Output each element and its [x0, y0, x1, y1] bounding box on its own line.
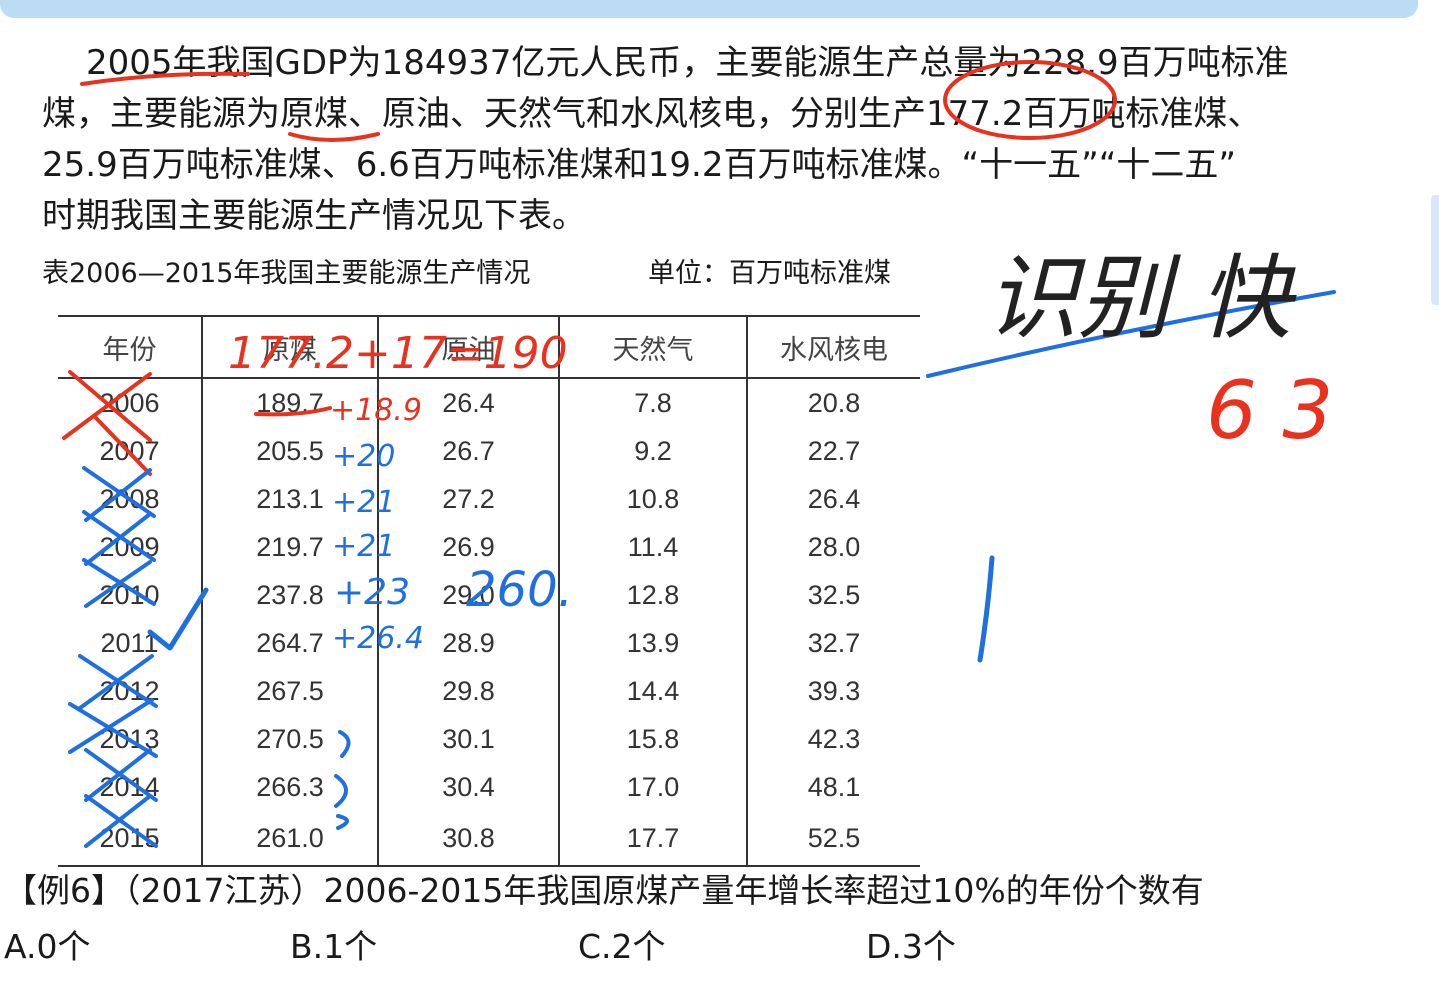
cell-year: 2013 — [58, 715, 203, 763]
table-body: 2006 189.7 26.4 7.8 20.8 2007 205.5 26.7 9.2 22.7… — [58, 378, 920, 867]
header-hydro-wind-nuclear: 水风核电 — [747, 315, 920, 379]
table-caption: 表2006—2015年我国主要能源生产情况 单位：百万吨标准煤 — [42, 254, 942, 294]
cell-gas: 11.4 — [559, 523, 748, 571]
cell-year: 2008 — [58, 475, 203, 523]
cell-oil: 26.9 — [378, 523, 560, 571]
cell-gas: 17.0 — [559, 763, 748, 811]
cell-hydro: 52.5 — [747, 811, 920, 867]
cell-year: 2007 — [58, 427, 203, 475]
cell-hydro: 28.0 — [807, 531, 861, 562]
table-row: 2013 270.5 30.1 15.8 42.3 — [58, 715, 920, 763]
table-row: 2009 219.7 26.9 11.4 28.0 — [58, 523, 920, 571]
cell-oil: 30.4 — [378, 763, 560, 811]
paragraph-line-4: 时期我国主要能源生产情况见下表。 — [42, 196, 586, 236]
header-gas: 天然气 — [559, 315, 748, 379]
cell-hydro: 26.4 — [807, 483, 861, 514]
cell-hydro: 22.7 — [807, 435, 861, 466]
energy-table: 年份 原煤 原油 天然气 水风核电 2006 189.7 26.4 7.8 20.8 20… — [58, 315, 920, 867]
cell-coal: 213.1 — [202, 475, 379, 523]
header-year: 年份 — [58, 315, 203, 379]
top-banner — [0, 0, 1418, 18]
paragraph-line-3: 25.9百万吨标准煤、6.6百万吨标准煤和19.2百万吨标准煤。“十一五”“十二… — [42, 145, 1236, 185]
header-coal: 原煤 — [202, 315, 379, 379]
cell-hydro: 32.5 — [807, 579, 861, 610]
cell-gas: 15.8 — [559, 715, 748, 763]
header-oil: 原油 — [378, 315, 560, 379]
cell-coal: 267.5 — [202, 667, 379, 715]
table-unit: 单位：百万吨标准煤 — [648, 258, 891, 289]
cell-year: 2014 — [58, 763, 203, 811]
cell-oil: 30.8 — [378, 811, 560, 867]
cell-gas: 12.8 — [559, 571, 748, 619]
cell-coal: 266.3 — [202, 763, 379, 811]
handwritten-red: 6 3 — [1206, 364, 1333, 457]
cell-year: 2015 — [58, 811, 203, 867]
handwritten-right: 识别 快 — [986, 245, 1297, 352]
cell-oil: 28.9 — [378, 619, 560, 667]
table-row: 2006 189.7 26.4 7.8 20.8 — [58, 378, 920, 427]
cell-coal: 264.7 — [202, 619, 379, 667]
cell-oil: 27.2 — [378, 475, 560, 523]
option-c[interactable]: C.2个 — [578, 927, 666, 966]
question-text: 【例6】（2017江苏）2006-2015年我国原煤产量年增长率超过10%的年份… — [4, 871, 1204, 910]
cell-coal: 261.0 — [202, 811, 379, 867]
table-row: 2010 237.8 29.0 12.8 32.5 — [58, 571, 920, 619]
cell-gas: 9.2 — [559, 427, 748, 475]
table-title: 表2006—2015年我国主要能源生产情况 — [42, 258, 531, 289]
cell-hydro: 48.1 — [807, 771, 861, 802]
cell-hydro: 39.3 — [807, 675, 861, 706]
cell-coal: 189.7 — [202, 378, 379, 427]
cell-coal: 205.5 — [202, 427, 379, 475]
cell-gas: 7.8 — [559, 378, 748, 427]
intro-paragraph: 2005年我国GDP为184937亿元人民币，主要能源生产总量为228.9百万吨… — [42, 38, 1342, 242]
option-d[interactable]: D.3个 — [866, 927, 956, 966]
table-row: 2007 205.5 26.7 9.2 22.7 — [58, 427, 920, 475]
right-edge-tab — [1431, 195, 1439, 305]
table-row: 2012 267.5 29.8 14.4 39.3 — [58, 667, 920, 715]
cell-oil: 26.4 — [378, 378, 560, 427]
cell-gas: 10.8 — [559, 475, 748, 523]
table-row: 2014 266.3 30.4 17.0 48.1 — [58, 763, 920, 811]
cell-hydro: 20.8 — [807, 387, 861, 418]
cell-year: 2011 — [58, 619, 203, 667]
cell-year: 2009 — [58, 523, 203, 571]
cell-oil: 29.8 — [378, 667, 560, 715]
cell-gas: 13.9 — [559, 619, 748, 667]
cell-coal: 270.5 — [202, 715, 379, 763]
cell-gas: 14.4 — [559, 667, 748, 715]
cell-gas: 17.7 — [559, 811, 748, 867]
option-a[interactable]: A.0个 — [4, 927, 91, 966]
cell-coal: 219.7 — [202, 523, 379, 571]
table-row: 2015 261.0 30.8 17.7 52.5 — [58, 811, 920, 867]
cell-hydro: 32.7 — [807, 627, 861, 658]
paragraph-line-1: 2005年我国GDP为184937亿元人民币，主要能源生产总量为228.9百万吨… — [86, 43, 1289, 83]
table-row: 2011 264.7 28.9 13.9 32.7 — [58, 619, 920, 667]
cell-year: 2012 — [58, 667, 203, 715]
cell-year: 2010 — [58, 571, 203, 619]
cell-hydro: 42.3 — [807, 723, 861, 754]
option-b[interactable]: B.1个 — [290, 927, 378, 966]
cell-oil: 29.0 — [378, 571, 560, 619]
cell-oil: 26.7 — [378, 427, 560, 475]
table-header-row: 年份 原煤 原油 天然气 水风核电 — [58, 315, 920, 379]
cell-year: 2006 — [58, 378, 203, 427]
table-row: 2008 213.1 27.2 10.8 26.4 — [58, 475, 920, 523]
blue-underline-right — [926, 290, 1336, 378]
paragraph-line-2: 煤，主要能源为原煤、原油、天然气和水风核电，分别生产177.2百万吨标准煤、 — [42, 94, 1262, 134]
blue-vertical-mark — [977, 555, 995, 663]
cell-oil: 30.1 — [378, 715, 560, 763]
cell-coal: 237.8 — [202, 571, 379, 619]
